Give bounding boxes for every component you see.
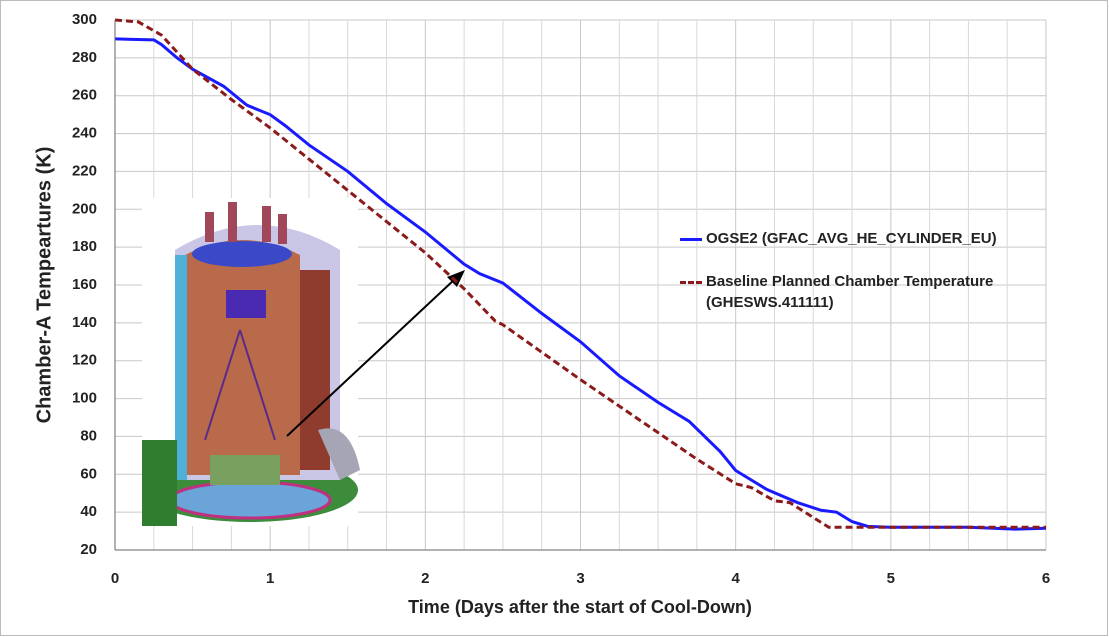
legend-label: OGSE2 (GFAC_AVG_HE_CYLINDER_EU) [706, 230, 997, 247]
y-tick-label: 240 [72, 125, 97, 142]
y-tick-label: 260 [72, 87, 97, 104]
y-tick-label: 200 [72, 200, 97, 217]
legend-entry: Baseline Planned Chamber Temperature (GH… [680, 271, 1020, 313]
x-tick-label: 2 [421, 570, 429, 587]
legend: OGSE2 (GFAC_AVG_HE_CYLINDER_EU) Baseline … [680, 228, 1020, 335]
chamber-illustration [142, 198, 360, 526]
x-axis-title: Time (Days after the start of Cool-Down) [408, 597, 752, 617]
y-tick-label: 40 [80, 503, 97, 520]
series-line [114, 37, 1047, 531]
y-axis-title: Chamber-A Tempeartures (K) [33, 147, 55, 424]
y-tick-label: 220 [72, 162, 97, 179]
y-tick-label: 280 [72, 49, 97, 66]
x-tick-label: 3 [576, 570, 584, 587]
legend-swatch [680, 281, 702, 284]
y-tick-label: 160 [72, 276, 97, 293]
plot-lines [114, 18, 1047, 531]
legend-swatch [680, 238, 702, 241]
legend-label: Baseline Planned Chamber Temperature (GH… [706, 273, 994, 311]
y-tick-label: 80 [80, 427, 97, 444]
series-line [114, 18, 1046, 529]
y-tick-label: 20 [80, 541, 97, 558]
x-tick-label: 0 [111, 570, 119, 587]
y-tick-label: 300 [72, 11, 97, 28]
y-tick-label: 140 [72, 314, 97, 331]
arrowhead [447, 270, 465, 287]
x-tick-label: 6 [1042, 570, 1050, 587]
y-tick-label: 100 [72, 390, 97, 407]
legend-entry: OGSE2 (GFAC_AVG_HE_CYLINDER_EU) [680, 228, 1020, 249]
y-tick-label: 120 [72, 352, 97, 369]
y-tick-label: 60 [80, 465, 97, 482]
y-tick-label: 180 [72, 238, 97, 255]
x-tick-label: 5 [887, 570, 895, 587]
x-tick-label: 4 [731, 570, 740, 587]
arrow [286, 278, 456, 437]
x-tick-label: 1 [266, 570, 274, 587]
